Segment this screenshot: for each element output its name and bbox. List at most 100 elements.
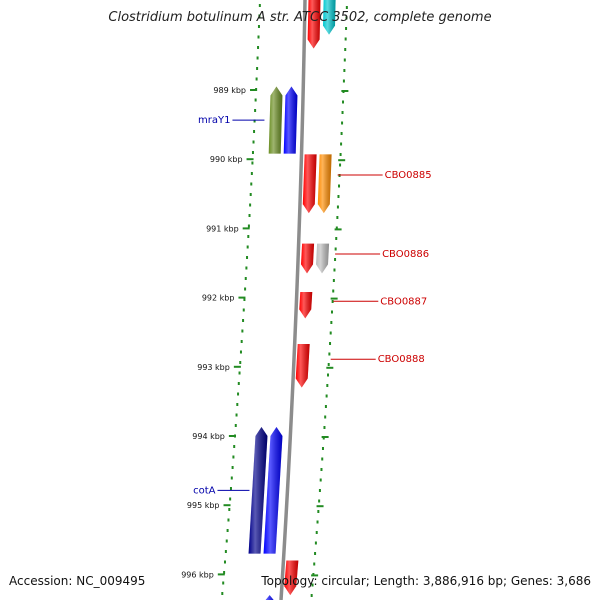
inner-dot — [249, 193, 252, 196]
inner-dot — [239, 361, 242, 364]
outer-dot — [345, 16, 348, 20]
gene-label[interactable]: CBO0887 — [380, 296, 427, 307]
outer-dot — [330, 321, 333, 324]
inner-dot — [248, 214, 251, 217]
outer-dot — [328, 352, 331, 356]
gene-arrow-shade — [316, 243, 330, 274]
tick-marks: 989 kbp 990 kbp 991 kbp 992 kbp 993 kbp 994 k… — [181, 86, 349, 579]
outer-dot — [310, 594, 313, 597]
outer-dot — [311, 583, 314, 587]
inner-dot — [224, 550, 227, 553]
inner-dot — [222, 581, 225, 585]
outer-dot — [339, 153, 342, 156]
gene-label[interactable]: CBO0885 — [385, 170, 432, 181]
inner-dot — [247, 235, 250, 238]
inner-dot — [239, 350, 242, 354]
inner-dot — [244, 277, 247, 280]
inner-dot — [242, 319, 245, 322]
gene-label[interactable]: CBO0886 — [382, 249, 429, 260]
inner-dot — [229, 487, 232, 490]
inner-dot — [253, 119, 256, 123]
inner-dot — [230, 476, 233, 480]
tick-label: 992 kbp — [202, 294, 235, 303]
inner-dot — [257, 35, 260, 39]
outer-dot — [319, 478, 322, 482]
outer-dot — [341, 121, 344, 125]
outer-dot — [344, 37, 347, 41]
inner-dot — [228, 508, 231, 511]
inner-dot — [227, 518, 230, 522]
outer-dot — [341, 111, 344, 114]
inner-dot — [246, 256, 249, 259]
outer-dot — [314, 541, 317, 545]
outer-dot — [327, 363, 330, 366]
gene-label[interactable]: CBO0888 — [378, 354, 425, 365]
outer-dot — [340, 142, 343, 146]
inner-dot — [258, 4, 261, 7]
tick-label: 996 kbp — [181, 570, 214, 579]
outer-dot — [326, 384, 329, 387]
inner-dot — [229, 497, 232, 501]
outer-dot — [313, 562, 316, 566]
inner-dot — [254, 98, 257, 102]
inner-dot — [234, 424, 237, 427]
inner-dot — [256, 56, 259, 60]
outer-dot — [318, 499, 321, 503]
outer-dot — [335, 226, 338, 230]
outer-dot — [345, 6, 348, 9]
gene-arrow-shade — [265, 595, 274, 600]
outer-dot — [342, 100, 345, 104]
tick-label: 989 kbp — [213, 86, 246, 95]
gene-features — [248, 0, 336, 600]
gene-arrow-shade — [323, 0, 336, 35]
accession-text: Accession: NC_009495 — [9, 574, 146, 588]
outer-dot — [324, 415, 327, 419]
outer-dot — [332, 279, 335, 282]
inner-dot — [250, 172, 253, 175]
inner-dot — [236, 403, 239, 406]
outer-dot — [331, 300, 334, 303]
gene-arrow-shade — [263, 427, 283, 554]
inner-dot — [235, 413, 238, 417]
outer-dot — [340, 132, 343, 135]
inner-dot — [252, 140, 255, 144]
outer-dot — [323, 426, 326, 429]
inner-dot — [251, 161, 254, 165]
inner-dot — [240, 340, 243, 343]
gene-labels: mraY1 CBO0885 CBO0886 CBO0887 CBO0888 cotA — [193, 115, 432, 496]
gene-arrow-shade — [317, 154, 332, 214]
gene-arrow-shade — [302, 154, 317, 214]
tick-label: 994 kbp — [192, 432, 225, 441]
gene-arrow-shade — [307, 0, 321, 49]
gene-label[interactable]: cotA — [193, 485, 216, 496]
inner-dot — [250, 182, 253, 186]
inner-dot — [245, 266, 248, 270]
outer-dot — [315, 531, 318, 534]
outer-dot — [345, 27, 348, 30]
tick-label: 990 kbp — [210, 155, 243, 164]
outer-dot — [337, 195, 340, 198]
outer-dot — [335, 237, 338, 240]
gene-arrow-shade — [248, 427, 268, 554]
inner-dot — [246, 245, 249, 249]
outer-dot — [333, 268, 336, 272]
gene-label[interactable]: mraY1 — [198, 115, 230, 126]
outer-dot — [324, 405, 327, 408]
outer-dot — [316, 520, 319, 524]
inner-dot — [223, 571, 226, 574]
inner-dot — [247, 224, 250, 228]
gene-arrow-shade — [295, 343, 310, 388]
inner-dot — [242, 308, 245, 312]
gene-arrow-shade — [268, 86, 283, 154]
inner-dot — [255, 77, 258, 81]
gene-arrow-shade — [284, 560, 299, 596]
inner-dot — [258, 14, 261, 18]
gene-arrow-shade — [283, 86, 298, 154]
inner-dot — [249, 203, 252, 207]
gene-arrow-shade — [301, 243, 315, 274]
inner-dot — [256, 67, 259, 70]
backbone-line — [279, 0, 307, 600]
inner-dot — [231, 466, 234, 469]
outer-dot — [344, 48, 347, 51]
